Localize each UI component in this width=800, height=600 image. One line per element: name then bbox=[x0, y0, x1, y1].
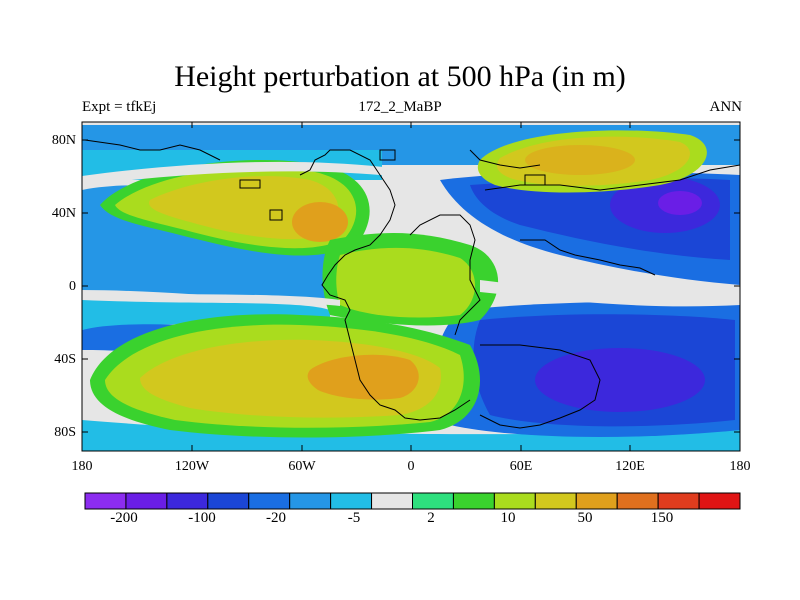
continent-outlines bbox=[84, 139, 740, 429]
colorbar-box bbox=[412, 492, 454, 510]
colorbar-box bbox=[289, 492, 332, 510]
colorbar-box bbox=[616, 492, 659, 510]
colorbar-box bbox=[575, 492, 618, 510]
colorbar-label: -5 bbox=[347, 510, 361, 526]
colorbar-label: -100 bbox=[188, 510, 216, 526]
case-label: 172_2_MaBP bbox=[358, 99, 442, 115]
lon-label-180w: 180 bbox=[71, 459, 93, 474]
colorbar-label: 10 bbox=[500, 510, 516, 526]
lat-label-40n: 40N bbox=[51, 206, 76, 221]
lon-label-120w: 120W bbox=[174, 459, 210, 474]
colorbar-box bbox=[330, 492, 373, 510]
colorbar-box bbox=[166, 492, 209, 510]
experiment-label: Expt = tfkEj bbox=[82, 99, 157, 115]
season-label: ANN bbox=[709, 99, 743, 115]
colorbar-box bbox=[493, 492, 536, 510]
colorbar-box bbox=[248, 492, 291, 510]
colorbar-box bbox=[698, 492, 741, 510]
colorbar-label: 50 bbox=[577, 510, 593, 526]
lat-label-80s: 80S bbox=[54, 425, 76, 440]
lat-label-40s: 40S bbox=[54, 352, 76, 367]
contour-field bbox=[82, 122, 740, 451]
lon-label-60w: 60W bbox=[288, 459, 316, 474]
colorbar-box bbox=[452, 492, 495, 510]
colorbar-box bbox=[371, 492, 413, 510]
axis-ticks bbox=[81, 122, 741, 451]
colorbar-box bbox=[84, 492, 127, 510]
colorbar-label: -20 bbox=[266, 510, 286, 526]
map-title: Height perturbation at 500 hPa (in m) bbox=[174, 60, 626, 93]
lat-label-80n: 80N bbox=[51, 133, 76, 148]
colorbar-box bbox=[207, 492, 250, 510]
colorbar-label: 150 bbox=[650, 510, 674, 526]
lon-label-180e: 180 bbox=[729, 459, 751, 474]
colorbar-box bbox=[657, 492, 700, 510]
colorbar-box bbox=[534, 492, 577, 510]
lon-label-60e: 60E bbox=[509, 459, 533, 474]
colorbar-label: 2 bbox=[427, 510, 435, 526]
lon-label-0: 0 bbox=[407, 459, 415, 474]
colorbar-box bbox=[125, 492, 168, 510]
lon-label-120e: 120E bbox=[615, 459, 645, 474]
colorbar-label: -200 bbox=[110, 510, 138, 526]
colorbar bbox=[84, 492, 741, 510]
lat-label-eq: 0 bbox=[69, 279, 76, 294]
